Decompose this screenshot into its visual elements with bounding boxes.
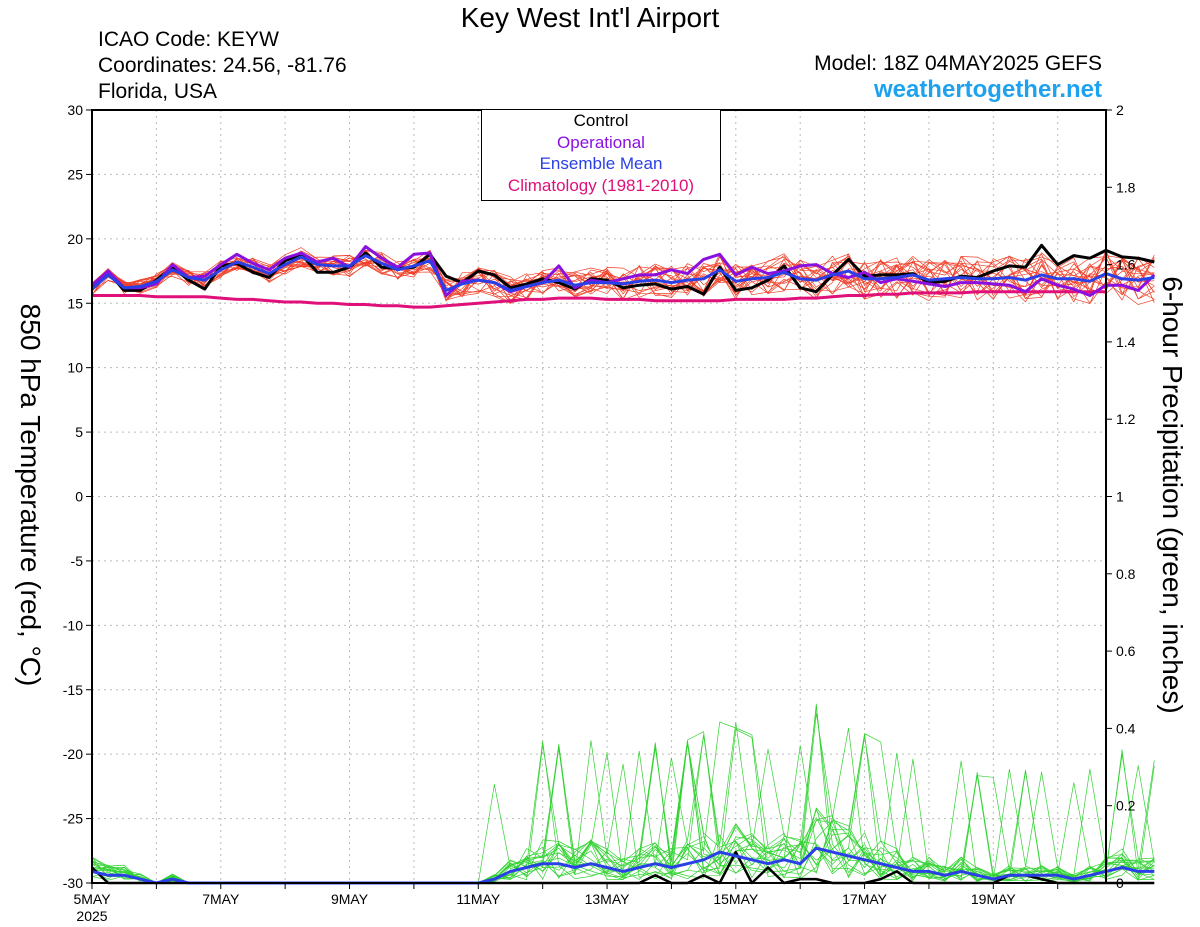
right-tick-label: 1	[1116, 489, 1124, 505]
member-precip-line	[91, 747, 1155, 884]
x-tick-label: 15MAY	[713, 891, 759, 907]
x-tick-label: 17MAY	[842, 891, 888, 907]
legend-climatology: Climatology (1981-2010)	[507, 175, 695, 195]
left-tick-label: 5	[75, 424, 83, 440]
left-tick-label: 0	[75, 489, 83, 505]
right-tick-label: 0.6	[1116, 643, 1136, 659]
x-tick-label: 13MAY	[585, 891, 631, 907]
right-tick-label: 1.4	[1116, 334, 1136, 350]
left-tick-label: -30	[63, 875, 83, 891]
member-precip-line	[91, 749, 1155, 884]
member-precip-line	[91, 733, 1155, 884]
left-tick-label: -5	[71, 553, 84, 569]
model-run: Model: 18Z 04MAY2025 GEFS	[814, 52, 1102, 75]
left-tick-label: 10	[67, 360, 83, 376]
chart-title: Key West Int'l Airport	[460, 2, 720, 33]
right-tick-label: 1.6	[1116, 257, 1136, 273]
legend-control: Control	[573, 111, 629, 130]
left-tick-label: 20	[67, 231, 83, 247]
left-tick-label: -10	[63, 617, 83, 633]
ensemble-member-temp-lines	[91, 246, 1155, 305]
member-precip-line	[91, 706, 1155, 884]
member-precip-line	[91, 734, 1155, 884]
series-line-ensemble-mean	[91, 254, 1155, 292]
right-tick-label: 0.4	[1116, 720, 1136, 736]
right-tick-label: 0	[1116, 875, 1124, 891]
left-tick-label: -15	[63, 682, 83, 698]
legend: Control Operational Ensemble Mean Climat…	[481, 109, 721, 201]
member-temp-line	[91, 253, 1155, 304]
icao-code: ICAO Code: KEYW	[98, 28, 279, 51]
member-precip-line	[91, 752, 1155, 884]
legend-ensemble-mean: Ensemble Mean	[539, 154, 663, 173]
member-precip-line	[91, 703, 1155, 884]
left-tick-label: 25	[67, 166, 83, 182]
left-tick-label: -20	[63, 746, 83, 762]
x-year-label: 2025	[76, 908, 107, 924]
series-line-operational	[91, 245, 1156, 297]
member-precip-line	[91, 748, 1155, 884]
left-tick-label: 15	[67, 295, 83, 311]
right-tick-label: 0.8	[1116, 566, 1136, 582]
series-line-climatology-1981-2010-	[92, 290, 1106, 309]
coordinates: Coordinates: 24.56, -81.76	[98, 54, 347, 77]
right-tick-label: 0.2	[1116, 798, 1136, 814]
ensemble-member-precip-lines	[91, 703, 1155, 884]
x-tick-label: 9MAY	[331, 891, 369, 907]
site-link[interactable]: weathertogether.net	[873, 76, 1102, 103]
x-tick-label: 11MAY	[456, 891, 500, 907]
legend-operational: Operational	[557, 132, 645, 152]
member-precip-line	[91, 712, 1155, 884]
x-tick-label: 5MAY	[73, 891, 111, 907]
right-tick-label: 1.2	[1116, 411, 1136, 427]
x-tick-label: 7MAY	[202, 891, 240, 907]
member-temp-line	[91, 250, 1155, 303]
plot-frame	[91, 109, 1107, 884]
left-tick-label: 30	[67, 102, 83, 118]
location: Florida, USA	[98, 80, 218, 103]
right-tick-label: 2	[1116, 102, 1124, 118]
left-tick-label: -25	[63, 811, 83, 827]
right-tick-label: 1.8	[1116, 179, 1136, 195]
member-precip-line	[91, 731, 1155, 884]
x-tick-label: 19MAY	[971, 891, 1017, 907]
grid-lines	[92, 110, 1106, 883]
axes: 302520151050-5-10-15-20-25-3021.81.61.41…	[63, 102, 1136, 924]
